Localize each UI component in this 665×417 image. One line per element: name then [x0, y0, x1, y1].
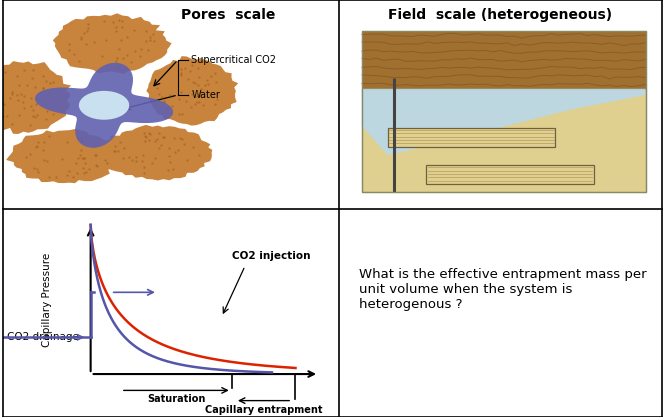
- Ellipse shape: [79, 91, 129, 120]
- Text: Capillary Pressure: Capillary Pressure: [42, 252, 52, 347]
- Bar: [362, 31, 646, 89]
- Polygon shape: [6, 129, 121, 183]
- Polygon shape: [362, 89, 646, 155]
- Bar: [388, 128, 555, 147]
- Polygon shape: [35, 63, 174, 148]
- Polygon shape: [102, 125, 212, 181]
- Text: Water: Water: [192, 90, 220, 100]
- Bar: [426, 165, 594, 184]
- Text: What is the effective entrapment mass per
unit volume when the system is
heterog: What is the effective entrapment mass pe…: [358, 268, 646, 311]
- Polygon shape: [53, 13, 172, 74]
- Text: Field  scale (heterogeneous): Field scale (heterogeneous): [388, 8, 612, 22]
- Text: CO2 drainage: CO2 drainage: [7, 332, 78, 342]
- Text: Saturation: Saturation: [147, 394, 205, 404]
- Text: CO2 injection: CO2 injection: [231, 251, 310, 261]
- Bar: [362, 31, 646, 192]
- Text: Capillary entrapment: Capillary entrapment: [205, 404, 323, 414]
- Polygon shape: [146, 56, 238, 126]
- Bar: [362, 89, 646, 192]
- Text: Supercritical CO2: Supercritical CO2: [192, 55, 277, 65]
- Text: Pores  scale: Pores scale: [181, 8, 275, 22]
- Polygon shape: [0, 61, 71, 134]
